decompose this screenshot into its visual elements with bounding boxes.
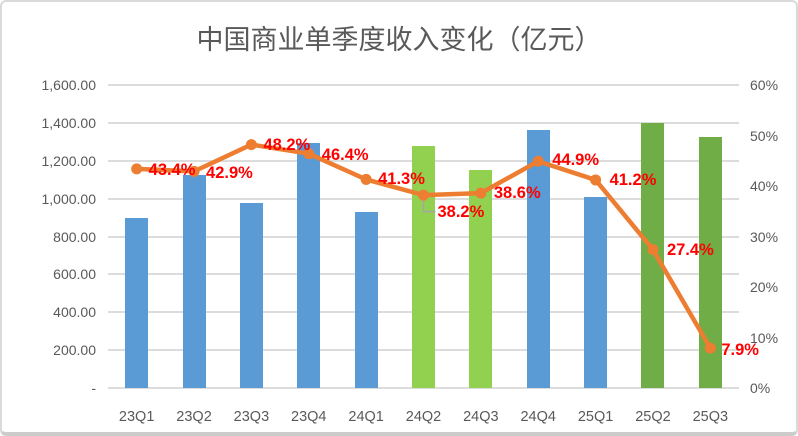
data-label-25Q1: 41.2% [609, 170, 657, 189]
y-axis-left-tick: 1,000.00 [41, 190, 97, 207]
y-axis-right-tick: 30% [750, 228, 779, 245]
y-axis-left-tick: 800.00 [53, 228, 96, 245]
data-label-23Q1: 43.4% [148, 160, 196, 179]
x-axis-label-25Q2: 25Q2 [635, 409, 671, 425]
line-point-23Q3[interactable] [245, 139, 257, 151]
line-point-23Q1[interactable] [131, 163, 143, 175]
bar-25Q2[interactable] [641, 122, 665, 388]
x-axis-label-25Q3: 25Q3 [692, 409, 729, 425]
line-point-25Q1[interactable] [590, 174, 602, 186]
y-axis-right-tick: 40% [750, 178, 779, 194]
x-axis-label-24Q3: 24Q3 [463, 409, 499, 425]
x-axis-label-24Q2: 24Q2 [405, 409, 442, 425]
data-label-24Q2: 38.2% [437, 203, 485, 222]
y-axis-right-tick: 50% [750, 127, 779, 144]
y-axis-left-tick: 600.00 [53, 266, 96, 283]
y-axis-right-tick: 60% [750, 77, 779, 93]
data-label-24Q1: 41.3% [378, 170, 425, 189]
y-axis-right-tick: 10% [750, 329, 779, 346]
y-axis-left-tick: 1,600.00 [41, 77, 97, 93]
x-axis-label-24Q1: 24Q1 [348, 409, 384, 425]
x-axis-label-23Q1: 23Q1 [118, 409, 155, 425]
bar-23Q1[interactable] [125, 217, 149, 388]
y-axis-left-tick: 400.00 [53, 304, 96, 321]
data-label-25Q2: 27.4% [666, 240, 714, 259]
gridline [108, 84, 739, 86]
line-point-24Q1[interactable] [360, 173, 372, 185]
bar-23Q4[interactable] [297, 142, 321, 388]
x-axis-label-23Q2: 23Q2 [176, 409, 212, 425]
data-label-24Q3: 38.6% [493, 184, 541, 203]
gridline [108, 387, 739, 389]
bar-25Q3[interactable] [698, 137, 722, 388]
data-label-23Q2: 42.9% [206, 164, 253, 183]
bar-24Q1[interactable] [354, 211, 378, 388]
y-axis-left-tick: 1,200.00 [41, 152, 97, 169]
chart-title: 中国商业单季度收入变化（亿元） [196, 25, 602, 55]
data-label-24Q4: 44.9% [552, 151, 600, 170]
y-axis-left-tick: 1,400.00 [41, 114, 97, 131]
x-axis-label-24Q4: 24Q4 [520, 409, 556, 425]
y-axis-right-tick: 0% [750, 380, 771, 396]
gridline [108, 121, 739, 124]
data-label-25Q3: 7.9% [721, 341, 759, 360]
bar-24Q4[interactable] [526, 130, 550, 388]
y-axis-right-tick: 20% [750, 279, 779, 295]
data-label-23Q4: 46.4% [321, 145, 369, 164]
x-axis-label-25Q1: 25Q1 [577, 409, 614, 425]
y-axis-left-tick: - [91, 380, 96, 396]
data-label-23Q3: 48.2% [263, 135, 311, 154]
bar-23Q3[interactable] [239, 203, 263, 388]
x-axis-label-23Q3: 23Q3 [233, 409, 270, 425]
x-axis-label-23Q4: 23Q4 [291, 409, 327, 425]
bar-25Q1[interactable] [584, 196, 608, 388]
y-axis-left-tick: 200.00 [53, 342, 96, 359]
bar-23Q2[interactable] [182, 174, 206, 388]
